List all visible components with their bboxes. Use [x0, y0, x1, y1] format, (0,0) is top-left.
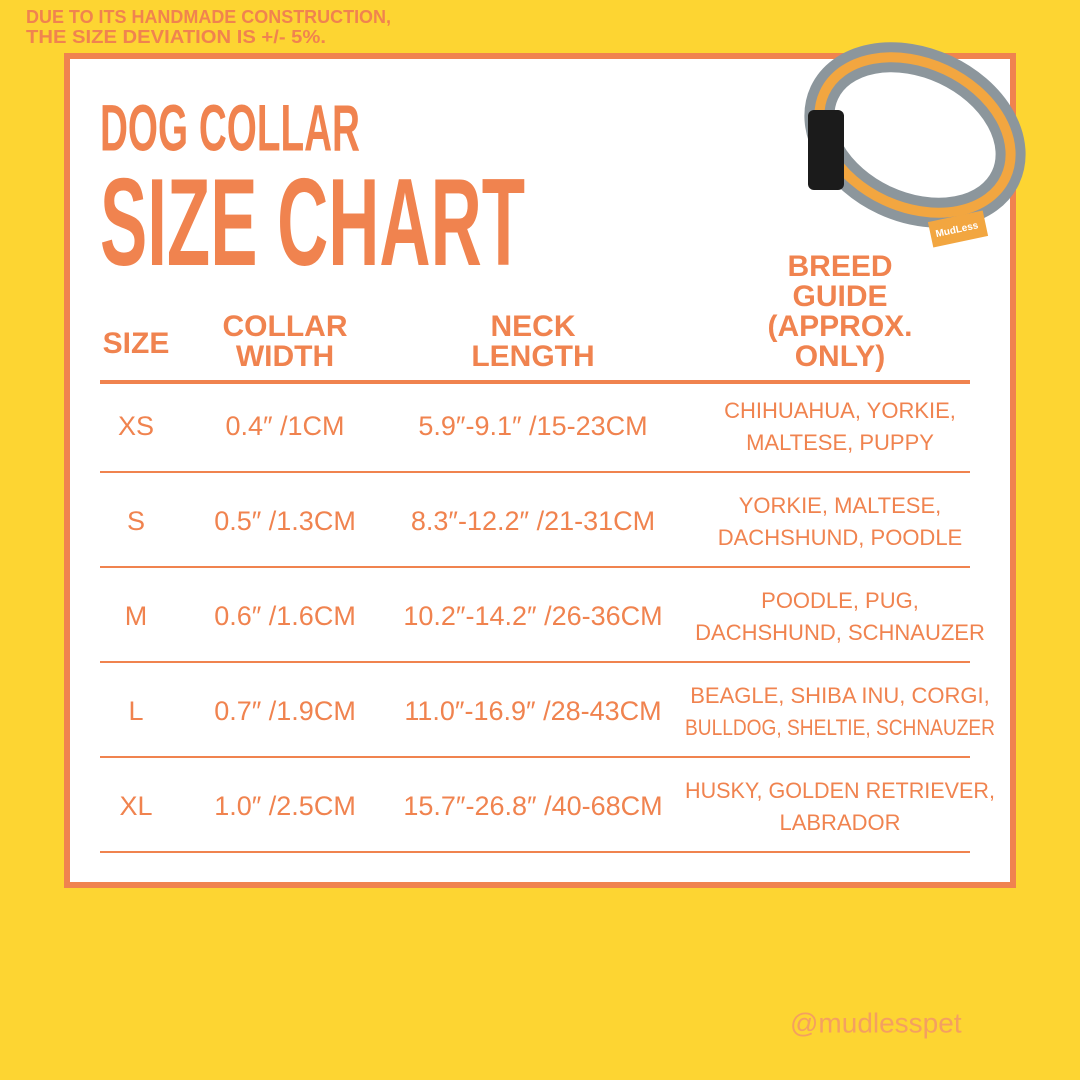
column-header: GUIDE [792, 280, 887, 313]
column-header: BREED [787, 250, 892, 283]
breed-line: BEAGLE, SHIBA INU, CORGI, [690, 683, 990, 708]
breed-line: DACHSHUND, SCHNAUZER [695, 620, 985, 645]
cell: 5.9″-9.1″ /15-23CM [418, 411, 647, 441]
collar-photo: MudLess [804, 42, 1026, 248]
column-header: ONLY) [795, 340, 886, 373]
column-header: (APPROX. [767, 310, 912, 343]
cell: M [125, 601, 148, 631]
cell: S [127, 506, 145, 536]
breed-line: MALTESE, PUPPY [746, 430, 934, 455]
title-line1: DOG COLLAR [100, 90, 360, 164]
note-line: DUE TO ITS HANDMADE CONSTRUCTION, [26, 7, 391, 27]
cell: 1.0″ /2.5CM [214, 791, 356, 821]
column-header: WIDTH [236, 340, 334, 373]
column-header: NECK [490, 310, 575, 343]
breed-line: YORKIE, MALTESE, [739, 493, 942, 518]
cell: XL [119, 791, 152, 821]
breed-line: CHIHUAHUA, YORKIE, [724, 398, 956, 423]
breed-line: LABRADOR [779, 810, 900, 835]
breed-line: POODLE, PUG, [761, 588, 919, 613]
cell: 0.5″ /1.3CM [214, 506, 356, 536]
breed-line: BULLDOG, SHELTIE, SCHNAUZER [685, 715, 995, 740]
cell: 11.0″-16.9″ /28-43CM [404, 696, 661, 726]
breed-line: HUSKY, GOLDEN RETRIEVER, [685, 778, 995, 803]
cell: 0.7″ /1.9CM [214, 696, 356, 726]
cell: 8.3″-12.2″ /21-31CM [411, 506, 655, 536]
cell: 15.7″-26.8″ /40-68CM [403, 791, 662, 821]
title-line2: SIZE CHART [100, 154, 525, 292]
cell: 10.2″-14.2″ /26-36CM [403, 601, 662, 631]
cell: XS [118, 411, 154, 441]
column-header: SIZE [103, 327, 170, 360]
cell: L [128, 696, 143, 726]
column-header: LENGTH [471, 340, 594, 373]
breed-line: DACHSHUND, POODLE [718, 525, 962, 550]
handle: @mudlesspet [790, 1007, 962, 1038]
cell: 0.4″ /1CM [225, 411, 344, 441]
cell: 0.6″ /1.6CM [214, 601, 356, 631]
column-header: COLLAR [223, 310, 348, 343]
note-line: THE SIZE DEVIATION IS +/- 5%. [26, 27, 326, 47]
